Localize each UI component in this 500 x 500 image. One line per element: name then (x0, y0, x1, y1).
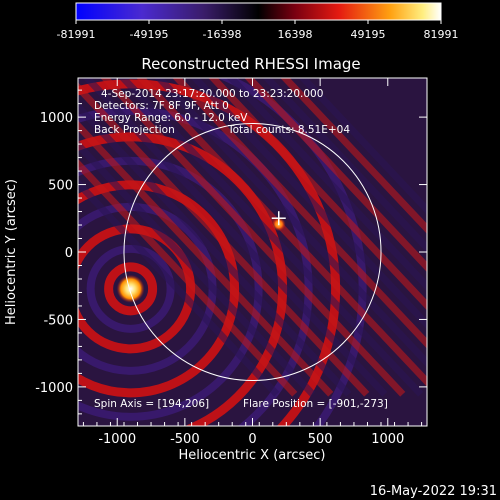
fringe-band (280, 78, 427, 234)
fringe-ring (86, 244, 175, 333)
x-tick-label: 500 (308, 432, 333, 447)
y-axis: -1000 -500 0 500 1000 (35, 89, 427, 415)
y-tick-label: -500 (43, 313, 73, 328)
y-tick-label: -1000 (35, 381, 73, 396)
fringe-band (190, 78, 427, 330)
fringe-ring (217, 78, 367, 426)
x-tick-label: 0 (248, 432, 256, 447)
total-counts-annotation: Total counts: 8.51E+04 (227, 124, 350, 136)
colorbar (75, 2, 442, 21)
plot-timestamp: 16-May-2022 19:31 (370, 484, 497, 499)
fringe-band (298, 78, 427, 215)
fringe-band (78, 120, 334, 397)
colorbar-tick-label: 16398 (277, 28, 312, 41)
fringe-band (78, 101, 352, 397)
x-tick-label: 1000 (371, 432, 404, 447)
fringe-band (82, 78, 388, 397)
fringe-band (154, 78, 427, 368)
fringe-band (226, 78, 427, 292)
colorbar-ticks: -81991 -49195 -16398 16398 49195 81991 (57, 20, 459, 41)
detectors-annotation: Detectors: 7F 8F 9F, Att 0 (94, 100, 229, 112)
fringe-band (78, 82, 370, 397)
colorbar-tick-label: -81991 (57, 28, 96, 41)
y-tick-label: 500 (48, 179, 73, 194)
colorbar-tick-label: 81991 (424, 28, 459, 41)
flare-position-annotation: Flare Position = [-901,-273] (243, 398, 388, 410)
spin-axis-annotation: Spin Axis = [194,206] (94, 398, 209, 410)
time-range-annotation: 4-Sep-2014 23:17:20.000 to 23:23:20.000 (101, 88, 323, 100)
y-tick-label: 0 (65, 246, 73, 261)
fringe-band (118, 78, 424, 397)
x-tick-label: -1000 (98, 432, 136, 447)
fringe-band (262, 78, 427, 253)
heatmap-image (78, 78, 427, 426)
fringe-ring (78, 106, 313, 426)
fringe-band (100, 78, 406, 397)
y-tick-label: 1000 (40, 111, 73, 126)
fringe-ring (78, 224, 196, 354)
solar-limb-circle (123, 122, 382, 382)
energy-range-annotation: Energy Range: 6.0 - 12.0 keV (94, 112, 248, 124)
x-axis: -1000 -500 0 500 1000 (82, 78, 423, 447)
colorbar-tick-label: 49195 (351, 28, 386, 41)
colorbar-tick-label: -16398 (203, 28, 242, 41)
chart-title: Reconstructed RHESSI Image (141, 55, 360, 73)
x-tick-label: -500 (170, 432, 200, 447)
fringe-band (244, 78, 427, 273)
fringe-band (78, 158, 298, 397)
spin-axis-marker (271, 211, 286, 226)
flare-source (116, 274, 145, 303)
fringe-band (78, 139, 316, 397)
colorbar-tick-label: -49195 (130, 28, 169, 41)
fringe-band (172, 78, 427, 349)
fringe-ring (104, 262, 158, 316)
fringe-band (208, 78, 427, 311)
y-axis-label: Heliocentric Y (arcsec) (4, 179, 19, 325)
x-axis-label: Heliocentric X (arcsec) (179, 448, 326, 463)
method-annotation: Back Projection (94, 124, 175, 136)
fringe-band (78, 177, 280, 397)
